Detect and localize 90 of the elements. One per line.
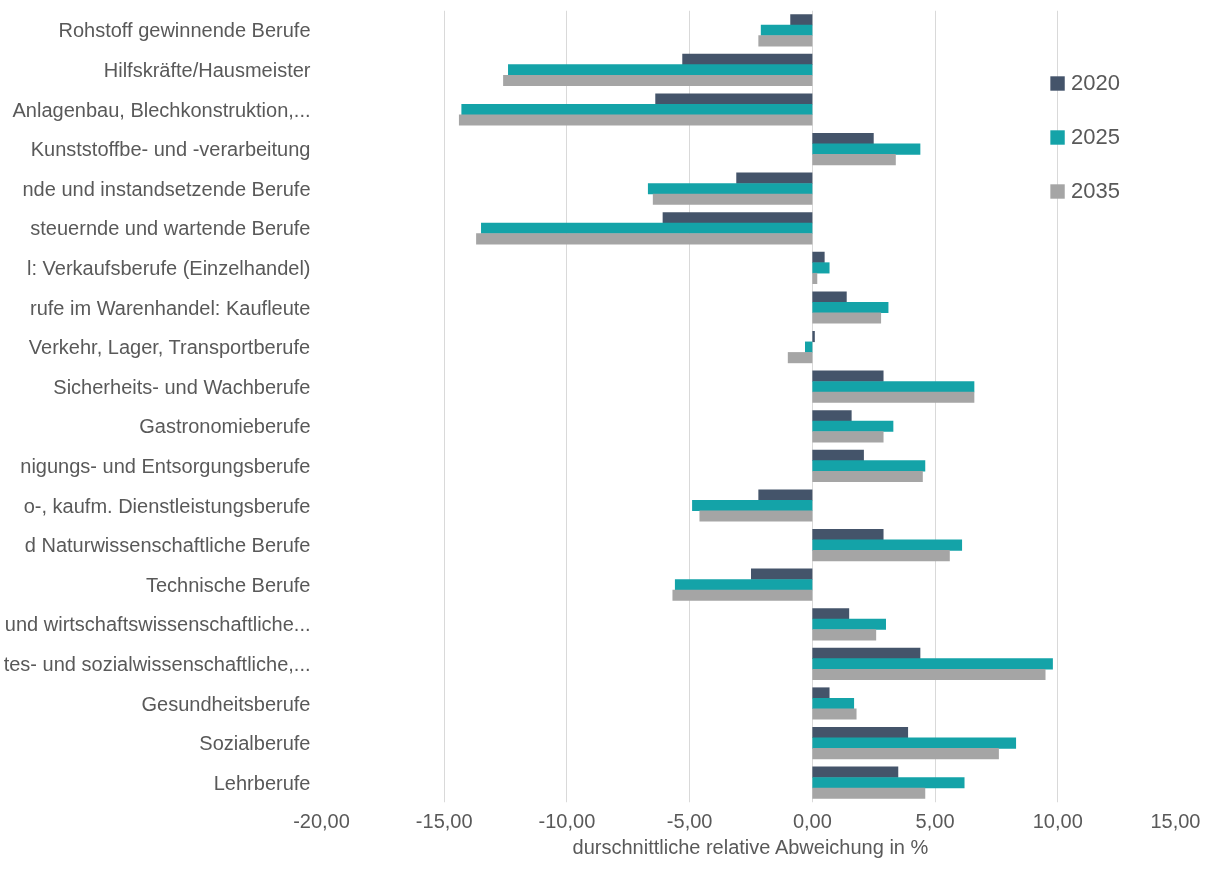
bar [812,550,950,562]
legend-label: 2020 [1071,70,1120,96]
bar [812,272,818,284]
y-tick-label: rufe im Warenhandel: Kaufleute [29,296,311,319]
y-tick-label: d Naturwissenschaftliche Berufe [24,534,311,557]
y-tick-label: l: Verkaufsberufe (Einzelhandel) [27,256,311,279]
bar [655,93,813,105]
bar [682,53,813,65]
bar [790,14,813,26]
bar [751,568,813,580]
x-tick-label: 0,00 [792,809,832,832]
bar [812,312,882,324]
x-tick-label: -20,00 [293,809,350,832]
bar [812,251,825,263]
bar [481,222,813,234]
bar [812,381,975,393]
y-tick-label: Sicherheits- und Wachberufe [53,375,311,398]
bar [812,708,857,720]
bar [787,352,813,364]
bar [812,687,830,699]
y-tick-label: Hilfskräfte/Hausmeister [103,58,311,81]
bar [812,668,1046,680]
bar [812,539,963,551]
y-tick-label: nigungs- und Entsorgungsberufe [20,454,311,477]
y-tick-label: Lehrberufe [213,771,311,794]
bar [508,64,813,76]
y-tick-label: und wirtschaftswissenschaftliche... [4,613,311,636]
y-tick-label: Kunststoffbe- und -verarbeitung [30,138,311,161]
bar [812,449,864,461]
bar [662,212,813,224]
y-tick-label: Verkehr, Lager, Transportberufe [28,336,311,359]
y-tick-label: Sozialberufe [199,732,311,755]
bar [461,103,813,116]
bar [812,154,896,166]
bar [812,391,975,403]
bar [476,233,813,245]
bar [812,737,1017,749]
x-tick-label: -10,00 [538,809,596,832]
bar [812,748,999,760]
y-tick-label: tes- und sozialwissenschaftliche,... [3,652,311,675]
bar [812,658,1053,670]
y-tick-label: Gastronomieberufe [139,415,311,438]
bar [812,262,830,274]
x-tick-label: 10,00 [1032,809,1083,832]
bar [812,470,923,482]
x-tick-label: 5,00 [915,809,955,832]
bar [674,579,813,591]
x-tick-label: -5,00 [666,809,713,832]
bar [812,787,926,799]
bar [812,647,921,659]
bar [812,608,850,620]
bar [699,510,813,522]
bar [758,35,813,47]
bar [458,114,813,126]
y-tick-label: Anlagenbau, Blechkonstruktion,... [12,98,311,121]
bar [812,331,815,343]
bar [647,183,813,195]
y-tick-label: nde und instandsetzende Berufe [22,177,311,200]
y-tick-label: Technische Berufe [145,573,311,596]
bar [652,193,813,205]
bar [812,410,852,422]
bar [812,618,886,630]
bar [672,589,813,601]
bar [692,499,813,512]
x-tick-label: 15,00 [1150,809,1201,832]
bar [736,172,813,184]
bar [812,291,847,303]
bar [812,727,909,739]
y-tick-label: Gesundheitsberufe [141,692,311,715]
y-tick-label: Rohstoff gewinnende Berufe [58,19,311,42]
bar [812,143,921,155]
y-tick-label: o-, kaufm. Dienstleistungsberufe [23,494,311,517]
bar [812,766,899,778]
bar [812,133,874,145]
bar [812,301,889,314]
bar [812,370,884,382]
y-tick-label: steuernde und wartende Berufe [30,217,311,240]
bar [758,489,813,501]
bar [812,460,926,472]
bar [812,629,877,641]
bar [812,420,894,432]
bar [812,777,965,789]
x-tick-label: -15,00 [415,809,473,832]
bar [812,431,884,443]
bar [503,74,813,86]
legend-label: 2035 [1071,178,1120,204]
bar [812,529,884,541]
bar [812,697,855,710]
legend-label: 2025 [1071,124,1120,150]
x-axis-title: durschnittliche relative Abweichung in % [572,835,929,858]
